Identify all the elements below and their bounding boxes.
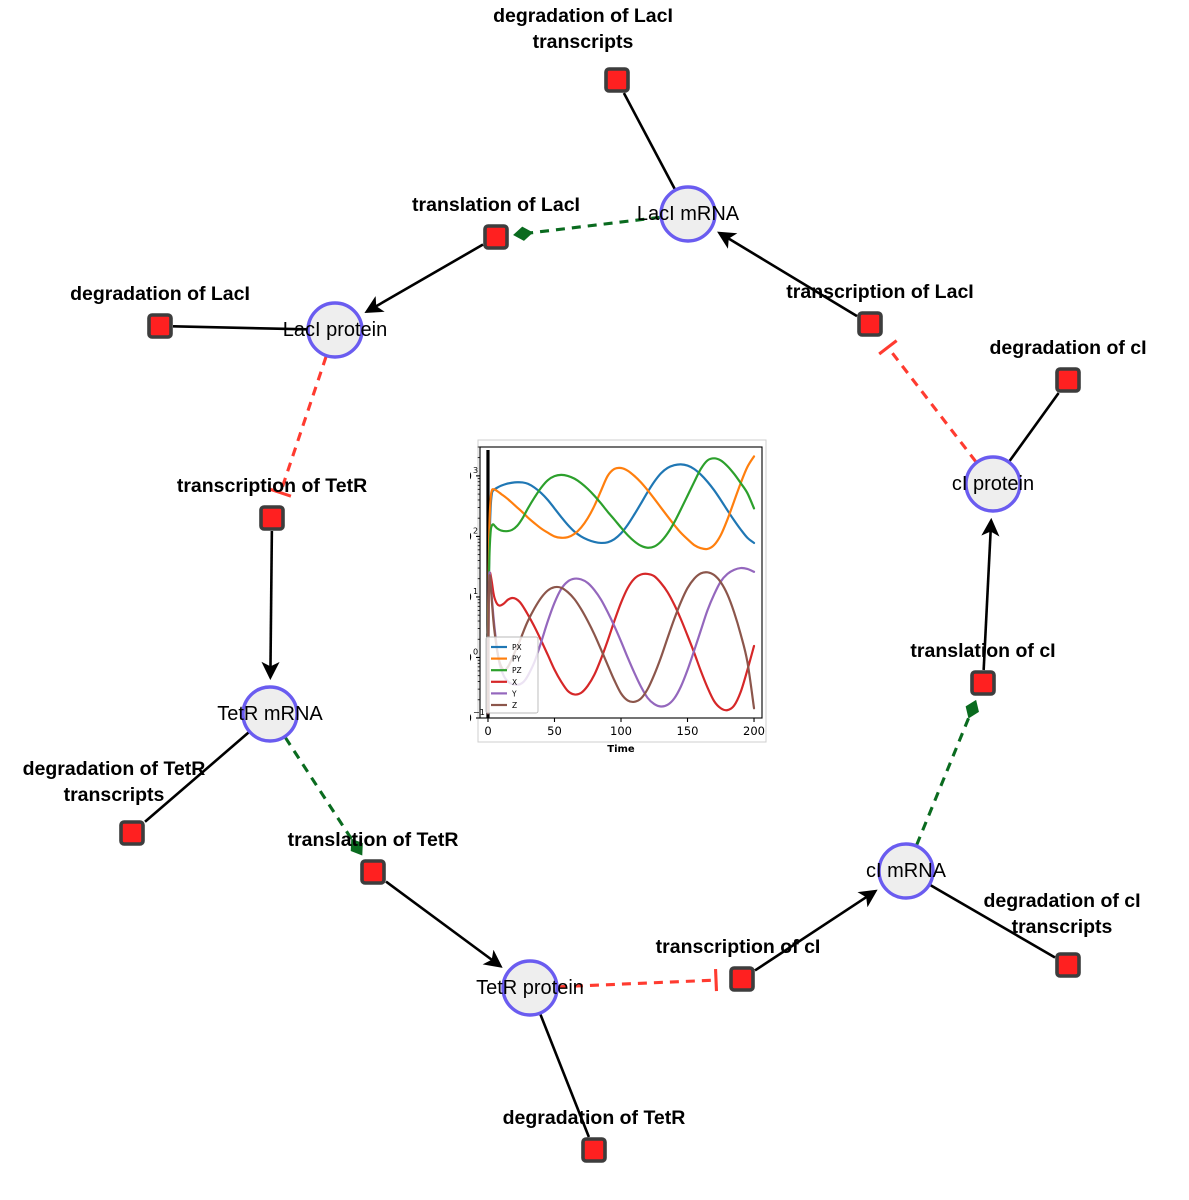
inset-timecourse-chart[interactable]: 10−1100101102103050100150200TimeValuePXP… xyxy=(470,432,770,752)
y-axis-tick-label: 10 xyxy=(470,590,472,604)
x-axis-tick-label: 0 xyxy=(484,724,491,738)
reaction-label-deg_tetr: degradation of TetR xyxy=(503,1107,686,1129)
edge-modifier-tetr_mrna-to-tl_tetr[interactable] xyxy=(283,736,363,856)
reaction-label-tl_laci: translation of LacI xyxy=(412,194,580,216)
species-label-tetr_prot: TetR protein xyxy=(476,977,584,999)
reaction-label-tx_laci: transcription of LacI xyxy=(786,281,973,303)
species-node-laci_mrna[interactable] xyxy=(659,185,717,243)
legend-label-Y: Y xyxy=(511,689,517,698)
y-axis-tick-label: 10 xyxy=(470,711,472,725)
species-node-ci_mrna[interactable] xyxy=(877,842,935,900)
edge-production-deg_laci-to-laci_prot[interactable] xyxy=(172,324,308,331)
reaction-node-deg_ci[interactable] xyxy=(1055,367,1081,393)
reaction-node-deg_laci[interactable] xyxy=(147,313,173,339)
species-node-tetr_prot[interactable] xyxy=(501,959,559,1017)
species-node-laci_prot[interactable] xyxy=(306,301,364,359)
reaction-node-deg_laci_tx[interactable] xyxy=(604,67,630,93)
x-axis-label: Time xyxy=(607,744,635,752)
inhibition-tee-icon-tx_tetr xyxy=(269,487,292,498)
reaction-label-deg_tetr_tx: degradation of TetR xyxy=(23,758,206,780)
x-axis-tick-label: 50 xyxy=(547,724,562,738)
edge-production-tetr_mrna-to-deg_tetr_tx[interactable] xyxy=(144,731,250,823)
reaction-node-deg_tetr[interactable] xyxy=(581,1137,607,1163)
reaction-node-deg_tetr_tx[interactable] xyxy=(119,820,145,846)
reaction-node-tx_tetr[interactable] xyxy=(259,505,285,531)
edge-production-tetr_prot-to-deg_tetr[interactable] xyxy=(539,1013,591,1138)
species-label-ci_mrna: cI mRNA xyxy=(866,860,947,882)
edge-production-deg_ci-to-ci_prot[interactable] xyxy=(1008,392,1060,463)
edge-modifier-ci_mrna-to-tl_ci[interactable] xyxy=(915,699,979,846)
reaction-label-tx_ci: transcription of cI xyxy=(656,936,821,958)
species-node-tetr_mrna[interactable] xyxy=(241,685,299,743)
x-axis-tick-label: 100 xyxy=(610,724,632,738)
inhibition-tee-icon-tx_ci xyxy=(713,969,719,992)
chart-series-PZ xyxy=(486,457,756,641)
reaction-label-deg_ci: degradation of cI xyxy=(989,337,1146,359)
y-axis-tick-exponent: 2 xyxy=(473,526,478,535)
edge-production-deg_laci_tx-to-laci_mrna[interactable] xyxy=(622,92,677,190)
edge-production-ci_mrna-to-deg_ci_tx[interactable] xyxy=(929,883,1056,959)
reaction-node-tl_laci[interactable] xyxy=(483,224,509,250)
x-axis-tick-label: 150 xyxy=(677,724,699,738)
species-node-ci_prot[interactable] xyxy=(964,455,1022,513)
reaction-label-tl_tetr: translation of TetR xyxy=(288,829,459,851)
y-axis-tick-label: 10 xyxy=(470,469,472,483)
edge-production-tl_tetr-to-tetr_prot[interactable] xyxy=(385,880,503,968)
reaction-label-deg_laci: degradation of LacI xyxy=(70,283,250,305)
chart-series-X xyxy=(486,571,756,715)
inhibition-tee-icon-tx_laci xyxy=(878,339,898,356)
label-layer: LacI mRNA LacI protein TetR mRNA TetR prote… xyxy=(23,5,1147,1129)
reaction-label-tl_ci: translation of cI xyxy=(910,640,1055,662)
edge-inhibition-ci_prot-to-tx_laci[interactable] xyxy=(886,346,978,463)
edge-production-tx_tetr-to-tetr_mrna[interactable] xyxy=(261,530,280,681)
legend-label-PY: PY xyxy=(512,655,521,664)
reaction-node-tx_laci[interactable] xyxy=(857,311,883,337)
edge-production-tl_ci-to-ci_prot[interactable] xyxy=(981,517,1000,671)
reaction-label-deg_tetr_tx: transcripts xyxy=(64,784,165,806)
reaction-label-deg_ci_tx: degradation of cI xyxy=(983,890,1140,912)
reaction-label-deg_ci_tx: transcripts xyxy=(1012,916,1113,938)
edge-production-tx_ci-to-ci_mrna[interactable] xyxy=(754,889,878,972)
edge-modifier-laci_mrna-to-tl_laci[interactable] xyxy=(513,215,661,241)
edge-production-tx_laci-to-laci_mrna[interactable] xyxy=(717,231,858,318)
x-axis-tick-label: 200 xyxy=(743,724,765,738)
species-label-laci_mrna: LacI mRNA xyxy=(637,203,740,225)
reaction-label-deg_laci_tx: degradation of LacI xyxy=(493,5,673,27)
chart-series-PX xyxy=(486,463,756,635)
chart-series-PY xyxy=(486,455,756,635)
edge-layer xyxy=(144,92,1060,1138)
reaction-node-tx_ci[interactable] xyxy=(729,966,755,992)
species-label-laci_prot: LacI protein xyxy=(283,319,388,341)
y-axis-tick-label: 10 xyxy=(470,650,472,664)
legend-label-PX: PX xyxy=(512,643,522,652)
node-layer xyxy=(119,67,1081,1163)
edge-inhibition-tetr_prot-to-tx_ci[interactable] xyxy=(557,978,717,989)
y-axis-tick-exponent: 3 xyxy=(473,466,478,475)
y-axis-tick-exponent: 1 xyxy=(473,587,478,596)
edge-production-tl_laci-to-laci_prot[interactable] xyxy=(364,243,484,314)
reaction-label-deg_laci_tx: transcripts xyxy=(533,31,634,53)
reaction-node-deg_ci_tx[interactable] xyxy=(1055,952,1081,978)
y-axis-tick-label: 10 xyxy=(470,529,472,543)
reaction-node-tl_tetr[interactable] xyxy=(360,859,386,885)
edge-inhibition-laci_prot-to-tx_tetr[interactable] xyxy=(279,356,328,494)
y-axis-tick-exponent: 0 xyxy=(473,647,478,656)
reaction-node-tl_ci[interactable] xyxy=(970,670,996,696)
legend-label-X: X xyxy=(512,678,517,687)
reaction-label-tx_tetr: transcription of TetR xyxy=(177,475,367,497)
species-label-tetr_mrna: TetR mRNA xyxy=(217,703,323,725)
species-label-ci_prot: cI protein xyxy=(952,473,1034,495)
y-axis-tick-exponent: −1 xyxy=(473,708,485,717)
legend-label-Z: Z xyxy=(512,701,517,710)
legend-label-PZ: PZ xyxy=(512,666,522,675)
